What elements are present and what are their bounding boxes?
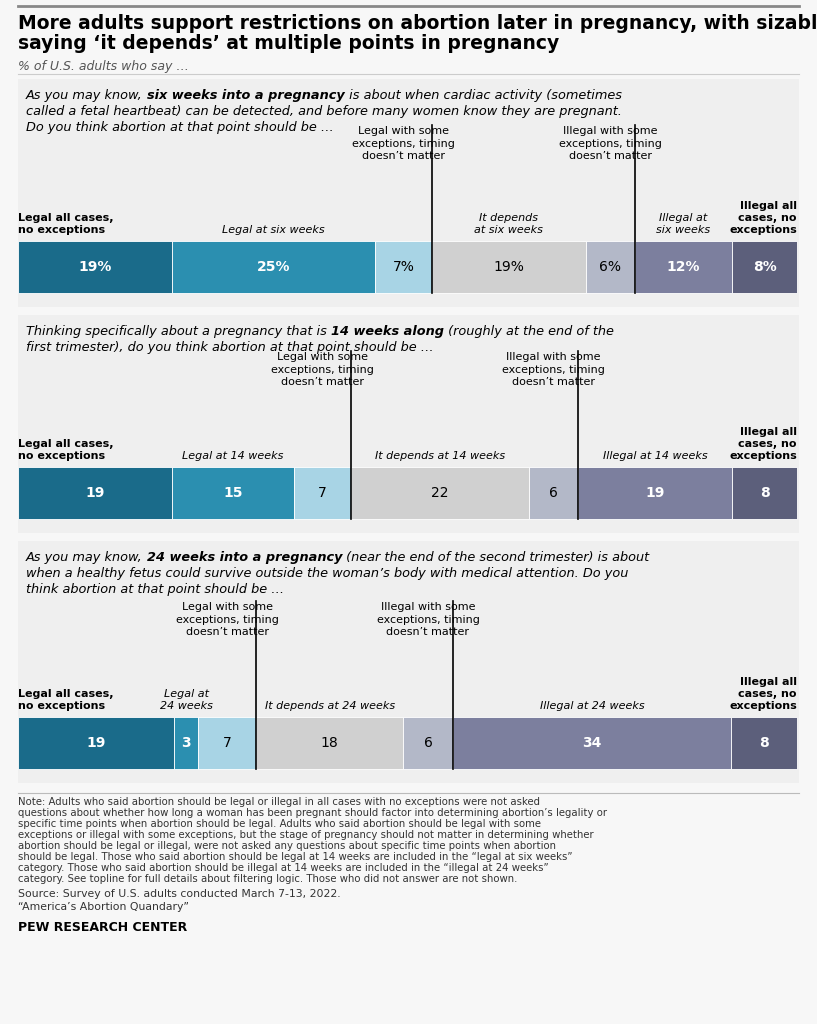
Text: Legal at 14 weeks: Legal at 14 weeks bbox=[182, 451, 283, 461]
Text: category. See topline for full details about filtering logic. Those who did not : category. See topline for full details a… bbox=[18, 874, 517, 884]
Text: 8%: 8% bbox=[752, 260, 776, 274]
Bar bbox=[18, 315, 799, 534]
Text: 6: 6 bbox=[549, 486, 558, 500]
Text: As you may know,: As you may know, bbox=[26, 551, 147, 564]
Text: More adults support restrictions on abortion later in pregnancy, with sizable sh: More adults support restrictions on abor… bbox=[18, 14, 817, 33]
Text: PEW RESEARCH CENTER: PEW RESEARCH CENTER bbox=[18, 921, 187, 934]
Text: 3: 3 bbox=[181, 736, 191, 750]
Text: 7: 7 bbox=[223, 736, 231, 750]
Text: Illegal at 14 weeks: Illegal at 14 weeks bbox=[603, 451, 708, 461]
Text: Legal at six weeks: Legal at six weeks bbox=[222, 225, 325, 234]
Bar bbox=[256, 717, 404, 769]
Bar bbox=[18, 541, 799, 783]
Text: It depends at 24 weeks: It depends at 24 weeks bbox=[265, 701, 395, 711]
Text: Legal all cases,
no exceptions: Legal all cases, no exceptions bbox=[18, 689, 114, 711]
Bar bbox=[732, 241, 797, 293]
Text: Legal with some
exceptions, timing
doesn’t matter: Legal with some exceptions, timing doesn… bbox=[176, 602, 279, 637]
Bar bbox=[453, 717, 731, 769]
Text: should be legal. Those who said abortion should be legal at 14 weeks are include: should be legal. Those who said abortion… bbox=[18, 852, 573, 862]
Bar bbox=[529, 467, 578, 519]
Text: 8: 8 bbox=[759, 736, 769, 750]
Bar bbox=[578, 467, 732, 519]
Text: 8: 8 bbox=[760, 486, 770, 500]
Text: saying ‘it depends’ at multiple points in pregnancy: saying ‘it depends’ at multiple points i… bbox=[18, 34, 560, 53]
Text: 19: 19 bbox=[645, 486, 665, 500]
Text: 19: 19 bbox=[86, 486, 105, 500]
Text: Illegal with some
exceptions, timing
doesn’t matter: Illegal with some exceptions, timing doe… bbox=[559, 126, 662, 161]
Text: called a fetal heartbeat) can be detected, and before many women know they are p: called a fetal heartbeat) can be detecte… bbox=[26, 105, 622, 118]
Bar bbox=[731, 717, 797, 769]
Text: Note: Adults who said abortion should be legal or illegal in all cases with no e: Note: Adults who said abortion should be… bbox=[18, 797, 540, 807]
Bar bbox=[199, 717, 256, 769]
Text: 19%: 19% bbox=[78, 260, 112, 274]
Text: 14 weeks along: 14 weeks along bbox=[331, 325, 444, 338]
Text: Illegal at 24 weeks: Illegal at 24 weeks bbox=[540, 701, 645, 711]
Text: 18: 18 bbox=[321, 736, 338, 750]
Text: It depends
at six weeks: It depends at six weeks bbox=[475, 213, 543, 234]
Text: Legal with some
exceptions, timing
doesn’t matter: Legal with some exceptions, timing doesn… bbox=[271, 352, 373, 387]
Bar bbox=[172, 467, 294, 519]
Text: 12%: 12% bbox=[667, 260, 700, 274]
Bar bbox=[18, 241, 172, 293]
Text: Thinking specifically about a pregnancy that is: Thinking specifically about a pregnancy … bbox=[26, 325, 331, 338]
Text: 6: 6 bbox=[423, 736, 432, 750]
Text: six weeks into a pregnancy: six weeks into a pregnancy bbox=[147, 89, 345, 102]
Text: questions about whether how long a woman has been pregnant should factor into de: questions about whether how long a woman… bbox=[18, 808, 607, 818]
Bar bbox=[172, 241, 375, 293]
Bar bbox=[174, 717, 199, 769]
Text: abortion should be legal or illegal, were not asked any questions about specific: abortion should be legal or illegal, wer… bbox=[18, 841, 556, 851]
Text: specific time points when abortion should be legal. Adults who said abortion sho: specific time points when abortion shoul… bbox=[18, 819, 541, 829]
Bar bbox=[635, 241, 732, 293]
Text: Source: Survey of U.S. adults conducted March 7-13, 2022.: Source: Survey of U.S. adults conducted … bbox=[18, 889, 341, 899]
Text: Illegal all
cases, no
exceptions: Illegal all cases, no exceptions bbox=[730, 677, 797, 711]
Text: exceptions or illegal with some exceptions, but the stage of pregnancy should no: exceptions or illegal with some exceptio… bbox=[18, 830, 594, 840]
Bar bbox=[294, 467, 350, 519]
Bar bbox=[18, 79, 799, 307]
Text: 7%: 7% bbox=[392, 260, 414, 274]
Bar bbox=[586, 241, 635, 293]
Text: 24 weeks into a pregnancy: 24 weeks into a pregnancy bbox=[147, 551, 342, 564]
Bar bbox=[404, 717, 453, 769]
Text: (roughly at the end of the: (roughly at the end of the bbox=[444, 325, 614, 338]
Text: 19%: 19% bbox=[493, 260, 525, 274]
Text: is about when cardiac activity (sometimes: is about when cardiac activity (sometime… bbox=[345, 89, 622, 102]
Text: first trimester), do you think abortion at that point should be …: first trimester), do you think abortion … bbox=[26, 341, 434, 354]
Text: % of U.S. adults who say …: % of U.S. adults who say … bbox=[18, 60, 189, 73]
Text: 25%: 25% bbox=[257, 260, 290, 274]
Text: Illegal at
six weeks: Illegal at six weeks bbox=[656, 213, 711, 234]
Bar bbox=[732, 467, 797, 519]
Text: Do you think abortion at that point should be …: Do you think abortion at that point shou… bbox=[26, 121, 334, 134]
Text: when a healthy fetus could survive outside the woman’s body with medical attenti: when a healthy fetus could survive outsi… bbox=[26, 567, 628, 580]
Text: 34: 34 bbox=[583, 736, 601, 750]
Text: think abortion at that point should be …: think abortion at that point should be … bbox=[26, 583, 284, 596]
Bar bbox=[350, 467, 529, 519]
Text: 22: 22 bbox=[431, 486, 449, 500]
Text: It depends at 14 weeks: It depends at 14 weeks bbox=[375, 451, 505, 461]
Text: Legal all cases,
no exceptions: Legal all cases, no exceptions bbox=[18, 213, 114, 234]
Text: Legal at
24 weeks: Legal at 24 weeks bbox=[159, 689, 212, 711]
Text: 19: 19 bbox=[87, 736, 105, 750]
Bar bbox=[18, 717, 174, 769]
Text: Legal with some
exceptions, timing
doesn’t matter: Legal with some exceptions, timing doesn… bbox=[352, 126, 455, 161]
Text: “America’s Abortion Quandary”: “America’s Abortion Quandary” bbox=[18, 902, 189, 912]
Text: As you may know,: As you may know, bbox=[26, 89, 147, 102]
Text: (near the end of the second trimester) is about: (near the end of the second trimester) i… bbox=[342, 551, 650, 564]
Bar bbox=[375, 241, 432, 293]
Text: Legal all cases,
no exceptions: Legal all cases, no exceptions bbox=[18, 439, 114, 461]
Text: Illegal all
cases, no
exceptions: Illegal all cases, no exceptions bbox=[730, 427, 797, 461]
Bar bbox=[18, 467, 172, 519]
Bar bbox=[432, 241, 586, 293]
Text: 15: 15 bbox=[223, 486, 243, 500]
Text: category. Those who said abortion should be illegal at 14 weeks are included in : category. Those who said abortion should… bbox=[18, 863, 549, 873]
Text: Illegal with some
exceptions, timing
doesn’t matter: Illegal with some exceptions, timing doe… bbox=[502, 352, 605, 387]
Text: 6%: 6% bbox=[600, 260, 622, 274]
Text: Illegal with some
exceptions, timing
doesn’t matter: Illegal with some exceptions, timing doe… bbox=[377, 602, 480, 637]
Text: Illegal all
cases, no
exceptions: Illegal all cases, no exceptions bbox=[730, 201, 797, 234]
Text: 7: 7 bbox=[318, 486, 327, 500]
